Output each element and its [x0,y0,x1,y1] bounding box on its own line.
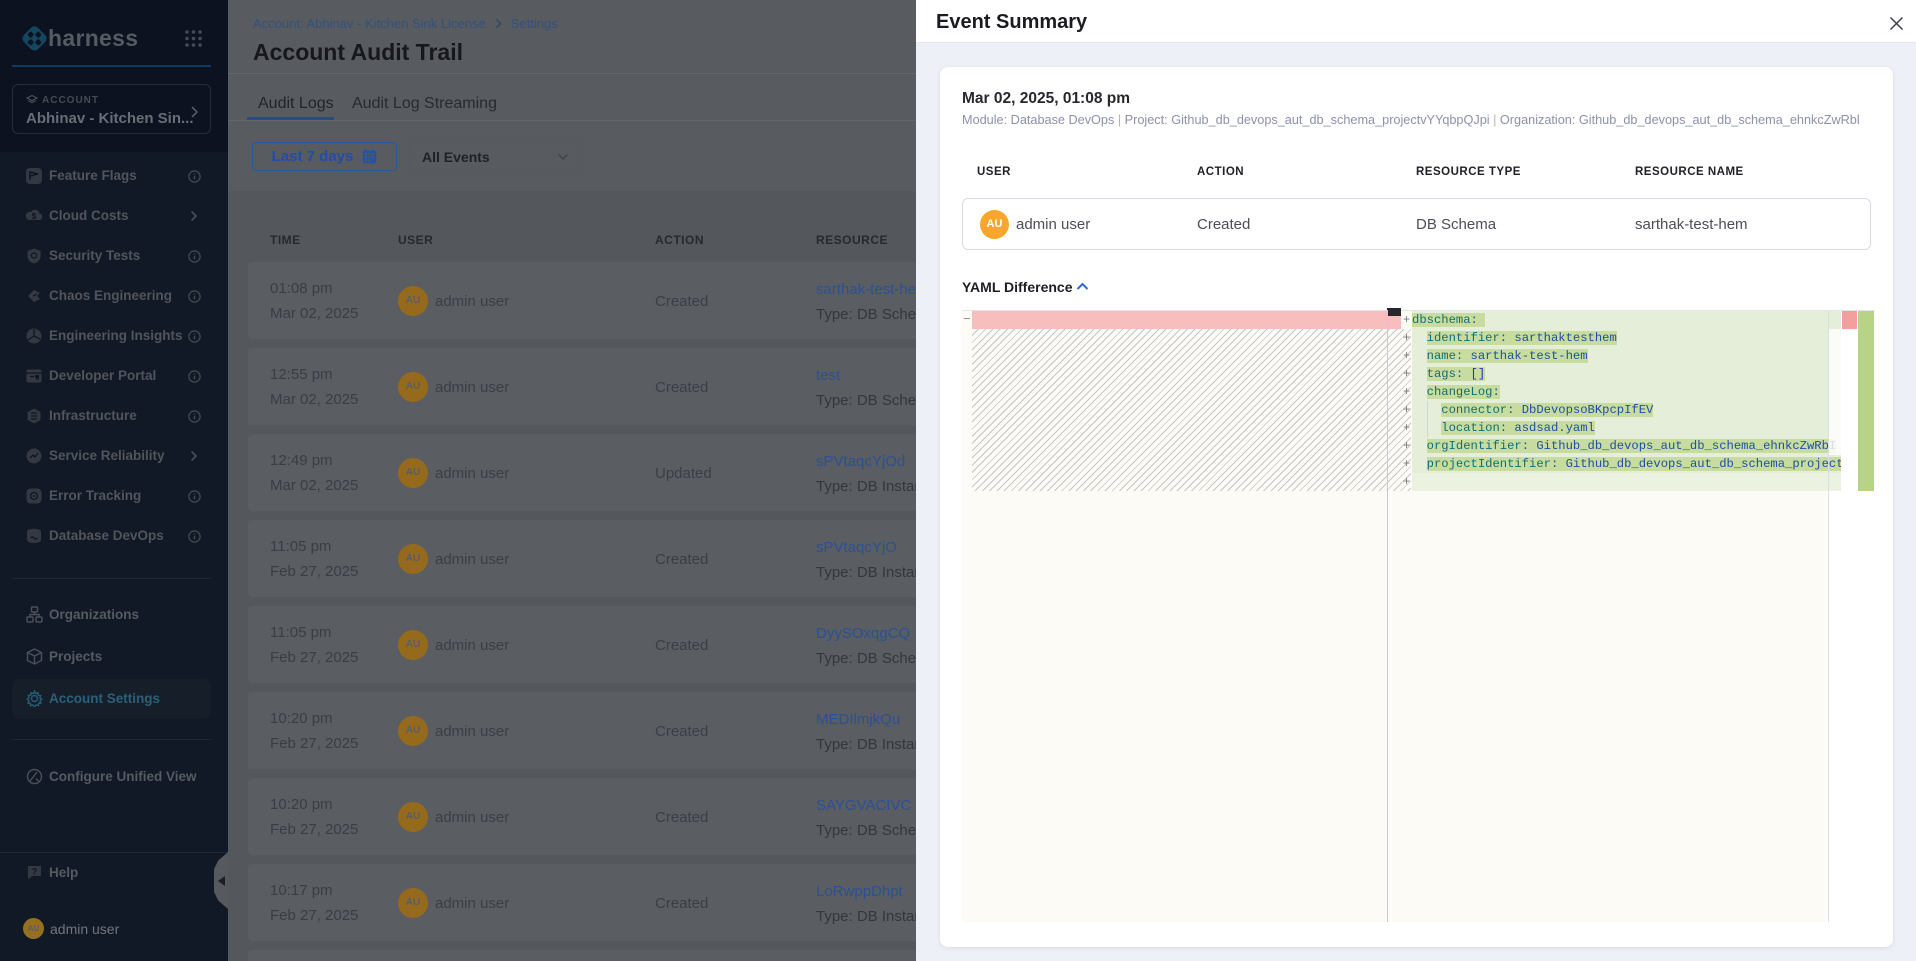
svg-text:?: ? [32,867,38,877]
svg-text:$: $ [32,212,37,221]
